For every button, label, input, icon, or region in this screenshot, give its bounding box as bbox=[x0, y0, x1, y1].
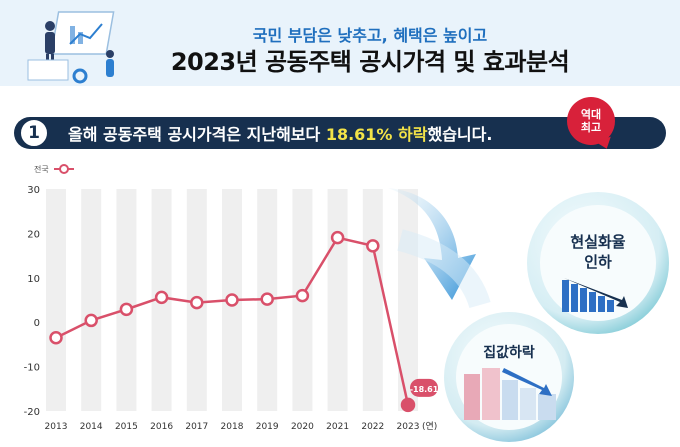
banner-text-after: 했습니다. bbox=[427, 125, 493, 144]
callout-label-rate-line2: 인하 bbox=[584, 253, 612, 271]
y-tick-label: 0 bbox=[34, 318, 40, 329]
callout-label-rate-line1: 현실화율 bbox=[570, 233, 626, 251]
x-tick-label: 2020 bbox=[291, 422, 314, 432]
record-badge-line2: 최고 bbox=[580, 121, 602, 134]
year-column bbox=[116, 189, 137, 411]
data-point bbox=[366, 239, 380, 253]
data-point bbox=[330, 230, 345, 245]
x-tick-label: 2014 bbox=[80, 422, 103, 432]
data-point bbox=[260, 292, 274, 306]
x-tick-label: 2013 bbox=[45, 422, 68, 432]
y-tick-label: -20 bbox=[24, 407, 40, 418]
year-column bbox=[46, 189, 66, 411]
banner-text-before: 올해 공동주택 공시가격은 지난해보다 bbox=[68, 125, 326, 144]
data-point bbox=[84, 313, 98, 328]
data-point bbox=[400, 397, 416, 413]
data-point bbox=[225, 293, 239, 307]
apartment-buildings-icon bbox=[464, 368, 556, 420]
summary-banner bbox=[14, 117, 666, 149]
x-tick-label: 2016 bbox=[150, 422, 173, 432]
x-tick-label: 2019 bbox=[256, 422, 279, 432]
down-arrow-icon bbox=[388, 188, 491, 309]
data-point bbox=[295, 288, 310, 303]
banner-number: 1 bbox=[18, 117, 50, 149]
year-column bbox=[81, 189, 102, 411]
banner-text: 올해 공동주택 공시가격은 지난해보다 18.61% 하락했습니다. bbox=[68, 121, 492, 145]
data-point bbox=[190, 295, 204, 310]
y-tick-label: 30 bbox=[27, 185, 40, 196]
y-tick-label: -10 bbox=[24, 363, 40, 374]
legend-marker bbox=[59, 164, 69, 174]
x-unit-label: (연) bbox=[422, 421, 437, 432]
legend-label: 전국 bbox=[34, 164, 49, 174]
x-tick-label: 2022 bbox=[361, 422, 384, 432]
annotation-label: -18.61 bbox=[410, 385, 439, 394]
annotation-badge bbox=[410, 378, 438, 397]
callout-label-price: 집값하락 bbox=[483, 345, 535, 361]
y-tick-label: 10 bbox=[27, 274, 40, 285]
year-column bbox=[327, 189, 348, 411]
record-badge: 역대 최고 bbox=[567, 97, 615, 145]
record-badge-line1: 역대 bbox=[580, 108, 602, 121]
header-subtitle: 국민 부담은 낮추고, 혜택은 높이고 bbox=[252, 26, 488, 45]
x-tick-label: 2017 bbox=[185, 422, 208, 432]
x-tick-label: 2023 bbox=[397, 422, 420, 432]
x-tick-label: 2015 bbox=[115, 422, 138, 432]
page-title: 2023년 공동주택 공시가격 및 효과분석 bbox=[170, 48, 570, 76]
data-point bbox=[119, 302, 134, 317]
falling-bars-icon bbox=[562, 278, 628, 312]
business-people-illustration bbox=[27, 11, 115, 84]
banner-text-highlight: 18.61% 하락 bbox=[325, 125, 428, 144]
x-tick-label: 2021 bbox=[326, 422, 349, 432]
data-point bbox=[49, 330, 63, 345]
y-tick-label: 20 bbox=[27, 229, 40, 240]
x-tick-label: 2018 bbox=[221, 422, 244, 432]
data-point bbox=[154, 290, 169, 305]
